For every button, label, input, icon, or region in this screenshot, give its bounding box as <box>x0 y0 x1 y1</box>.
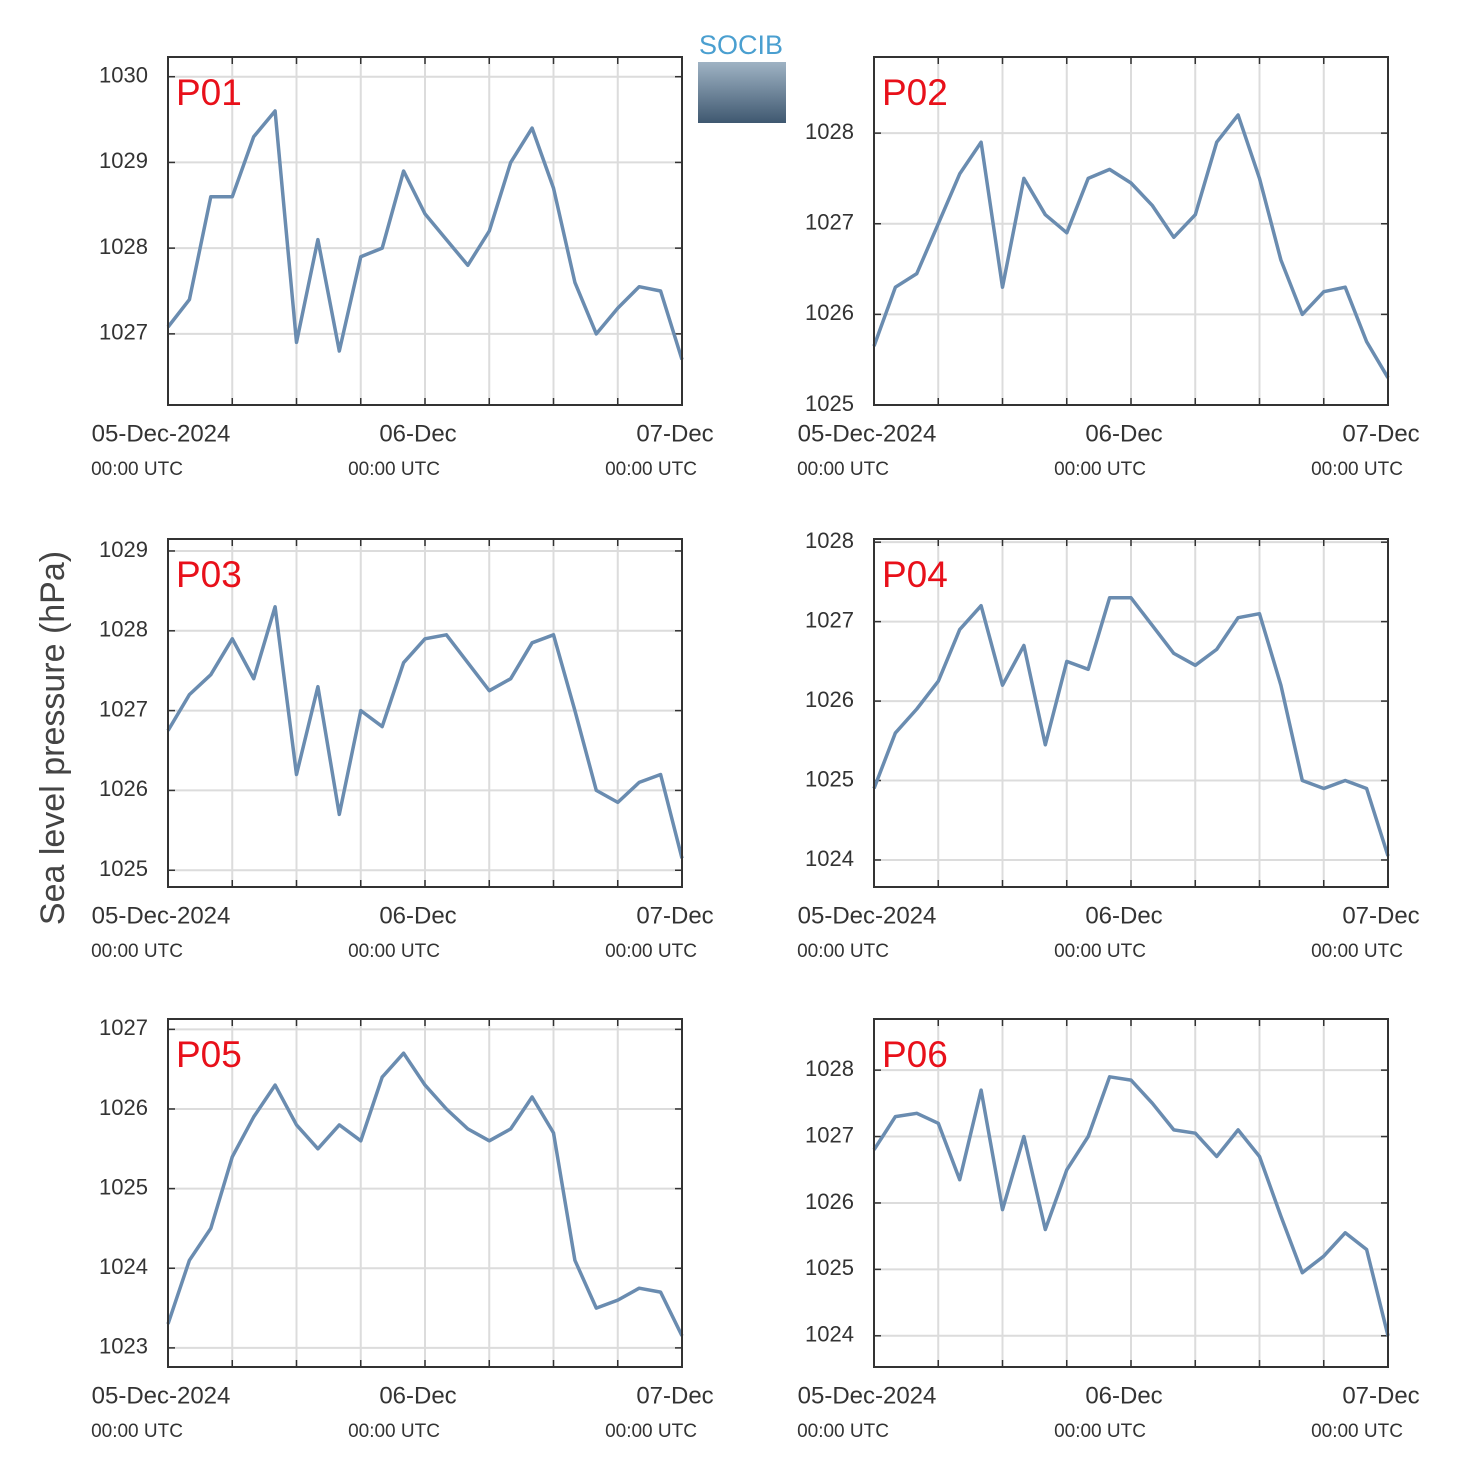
x-tick-label: 07-Dec <box>636 1382 713 1409</box>
x-tick-sublabel: 00:00 UTC <box>1311 459 1403 480</box>
x-tick-label: 05-Dec-2024 <box>798 1382 937 1409</box>
x-tick-sublabel: 00:00 UTC <box>797 941 889 962</box>
y-tick-label: 1024 <box>805 846 854 871</box>
x-tick-sublabel: 00:00 UTC <box>1311 1421 1403 1442</box>
x-tick-sublabel: 00:00 UTC <box>91 941 183 962</box>
panel-title: P05 <box>176 1034 242 1075</box>
y-tick-label: 1029 <box>99 148 148 173</box>
y-tick-label: 1030 <box>99 63 148 88</box>
y-tick-label: 1028 <box>805 1056 854 1081</box>
y-tick-label: 1027 <box>99 320 148 345</box>
y-tick-label: 1024 <box>99 1254 148 1279</box>
x-tick-sublabel: 00:00 UTC <box>605 941 697 962</box>
x-tick-label: 05-Dec-2024 <box>92 1382 231 1409</box>
logo-mark <box>698 62 786 123</box>
y-tick-label: 1026 <box>805 1189 854 1214</box>
y-tick-label: 1023 <box>99 1334 148 1359</box>
x-tick-sublabel: 00:00 UTC <box>605 1421 697 1442</box>
y-tick-label: 1028 <box>805 528 854 553</box>
data-line <box>166 109 684 361</box>
x-tick-sublabel: 00:00 UTC <box>1054 941 1146 962</box>
panel-title: P01 <box>176 72 242 113</box>
panel-title: P02 <box>882 72 948 113</box>
x-tick-label: 05-Dec-2024 <box>798 902 937 929</box>
y-tick-label: 1026 <box>99 776 148 801</box>
y-axis-label: Sea level pressure (hPa) <box>34 551 72 925</box>
y-tick-label: 1027 <box>99 696 148 721</box>
x-tick-label: 06-Dec <box>379 420 456 447</box>
x-tick-sublabel: 00:00 UTC <box>605 459 697 480</box>
x-tick-label: 07-Dec <box>636 902 713 929</box>
y-tick-label: 1026 <box>805 687 854 712</box>
y-tick-label: 1027 <box>805 1122 854 1147</box>
data-line <box>166 1051 684 1337</box>
x-tick-sublabel: 00:00 UTC <box>1054 1421 1146 1442</box>
plot-frame <box>167 56 683 406</box>
y-tick-label: 1028 <box>805 119 854 144</box>
plot-frame <box>167 538 683 888</box>
y-tick-label: 1025 <box>805 391 854 416</box>
plot-frame <box>873 538 1389 888</box>
x-tick-sublabel: 00:00 UTC <box>348 941 440 962</box>
x-tick-sublabel: 00:00 UTC <box>797 1421 889 1442</box>
y-tick-label: 1027 <box>805 210 854 235</box>
y-tick-label: 1026 <box>805 300 854 325</box>
y-tick-label: 1025 <box>805 1255 854 1280</box>
y-tick-label: 1024 <box>805 1322 854 1347</box>
y-tick-label: 1027 <box>99 1015 148 1040</box>
x-tick-label: 06-Dec <box>1085 420 1162 447</box>
x-tick-sublabel: 00:00 UTC <box>1054 459 1146 480</box>
x-tick-label: 07-Dec <box>1342 420 1419 447</box>
logo-text: SOCIB <box>699 30 783 60</box>
y-tick-label: 1026 <box>99 1095 148 1120</box>
x-tick-label: 05-Dec-2024 <box>798 420 937 447</box>
x-tick-label: 06-Dec <box>1085 902 1162 929</box>
y-tick-label: 1028 <box>99 234 148 259</box>
x-tick-sublabel: 00:00 UTC <box>91 459 183 480</box>
panel-title: P03 <box>176 554 242 595</box>
x-tick-sublabel: 00:00 UTC <box>1311 941 1403 962</box>
x-tick-label: 07-Dec <box>1342 1382 1419 1409</box>
x-tick-label: 06-Dec <box>1085 1382 1162 1409</box>
data-line <box>872 596 1390 857</box>
data-line <box>166 605 684 859</box>
x-tick-sublabel: 00:00 UTC <box>91 1421 183 1442</box>
y-tick-label: 1027 <box>805 607 854 632</box>
x-tick-label: 07-Dec <box>1342 902 1419 929</box>
y-tick-label: 1025 <box>805 766 854 791</box>
x-tick-label: 06-Dec <box>379 1382 456 1409</box>
data-line <box>872 113 1390 379</box>
plot-frame <box>167 1018 683 1368</box>
x-tick-label: 05-Dec-2024 <box>92 902 231 929</box>
y-tick-label: 1029 <box>99 537 148 562</box>
x-tick-label: 05-Dec-2024 <box>92 420 231 447</box>
x-tick-sublabel: 00:00 UTC <box>797 459 889 480</box>
x-tick-sublabel: 00:00 UTC <box>348 459 440 480</box>
y-tick-label: 1028 <box>99 617 148 642</box>
data-line <box>872 1075 1390 1337</box>
x-tick-label: 06-Dec <box>379 902 456 929</box>
plot-frame <box>873 1018 1389 1368</box>
y-tick-label: 1025 <box>99 1174 148 1199</box>
panel-title: P04 <box>882 554 948 595</box>
x-tick-label: 07-Dec <box>636 420 713 447</box>
x-tick-sublabel: 00:00 UTC <box>348 1421 440 1442</box>
plot-frame <box>873 56 1389 406</box>
panel-title: P06 <box>882 1034 948 1075</box>
y-tick-label: 1025 <box>99 856 148 881</box>
